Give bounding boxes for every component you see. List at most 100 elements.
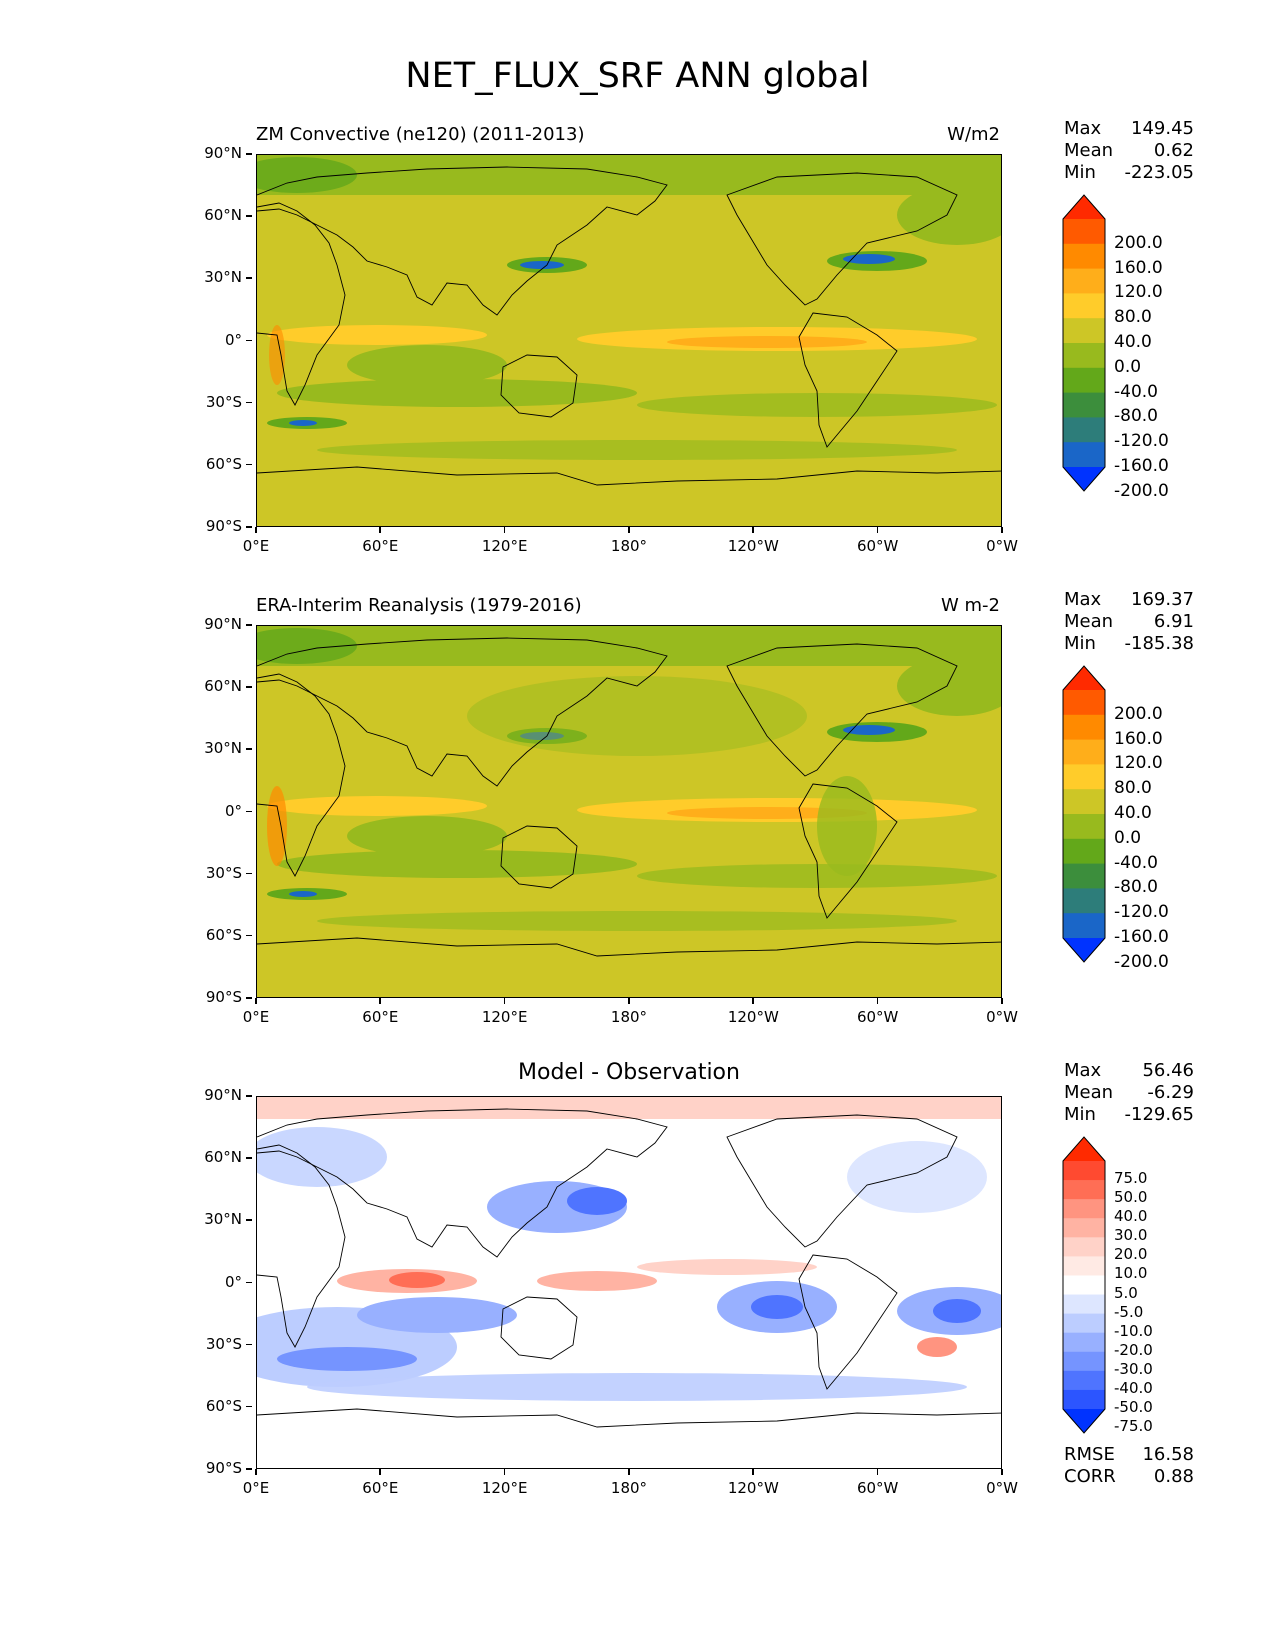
x-tick-label: 120°E <box>465 998 545 1026</box>
x-tick-label: 0°W <box>962 998 1042 1026</box>
colorbar-segment <box>1063 1275 1105 1296</box>
colorbar-tick-label: 120.0 <box>1114 753 1163 774</box>
colorbar-segment <box>1063 367 1105 394</box>
y-tick-label: 90°S <box>186 988 252 1006</box>
colorbar-segment <box>1063 392 1105 418</box>
colorbar: 200.0 160.0 120.0 80.0 40.0 0.0 -40.0 -80.0 -120… <box>1062 194 1169 501</box>
x-tick-label: 60°W <box>838 998 918 1026</box>
colorbar-swatches <box>1062 194 1106 492</box>
colorbar-tick-label: -80.0 <box>1114 406 1158 427</box>
stat-label: Mean <box>1064 140 1114 161</box>
panel-difference: Model - Observation Max 56.46 Mean -6.29 Min… <box>0 1052 1275 1532</box>
stat-row: RMSE 16.58 <box>1064 1444 1194 1466</box>
y-tick-label: 60°N <box>186 206 252 224</box>
colorbar-segment <box>1063 789 1105 815</box>
stat-label: Min <box>1064 633 1096 654</box>
stat-label: Max <box>1064 589 1102 610</box>
colorbar-segment <box>1063 838 1105 865</box>
stat-row: Max 56.46 <box>1064 1060 1194 1082</box>
colorbar-segment <box>1063 1313 1105 1334</box>
stat-value: 56.46 <box>1142 1060 1194 1081</box>
colorbar-tick-label: -20.0 <box>1114 1340 1153 1359</box>
y-tick-label: 90°N <box>186 615 252 633</box>
colorbar-segment <box>1063 1199 1105 1219</box>
map-difference <box>256 1096 1002 1469</box>
stat-value: -129.65 <box>1124 1104 1194 1125</box>
colorbar-segment <box>1063 1256 1105 1276</box>
y-tick-label: 30°N <box>186 1210 252 1228</box>
y-tick-label: 30°S <box>186 393 252 411</box>
colorbar-segment <box>1063 243 1105 270</box>
y-tick-label: 60°S <box>186 455 252 473</box>
panel-title: ZM Convective (ne120) (2011-2013) <box>256 124 585 145</box>
colorbar-tick-label: -50.0 <box>1114 1398 1153 1416</box>
colorbar-tick-label: 10.0 <box>1114 1264 1148 1283</box>
colorbar-tick-label: 80.0 <box>1114 307 1152 328</box>
y-tick-label: 0° <box>186 1273 252 1291</box>
stat-row: Max 149.45 <box>1064 118 1194 140</box>
colorbar-segment <box>1063 442 1105 468</box>
stat-label: Max <box>1064 1060 1102 1081</box>
colorbar-segment <box>1063 1161 1105 1181</box>
colorbar-extend-max <box>1063 666 1105 690</box>
stats-block: Max 56.46 Mean -6.29 Min -129.65 <box>1064 1060 1194 1126</box>
stats-block: Max 149.45 Mean 0.62 Min -223.05 <box>1064 118 1194 184</box>
stat-value: 0.62 <box>1153 140 1194 161</box>
stat-value: 149.45 <box>1131 118 1194 139</box>
y-tick-label: 30°N <box>186 739 252 757</box>
stat-label: CORR <box>1064 1466 1116 1487</box>
colorbar-segment <box>1063 814 1105 840</box>
stat-value: 169.37 <box>1131 589 1194 610</box>
x-tick-label: 120°E <box>465 1469 545 1497</box>
map-field <box>257 155 1001 526</box>
stat-value: 0.88 <box>1153 1466 1194 1487</box>
colorbar-segment <box>1063 1218 1105 1238</box>
x-tick-label: 60°E <box>340 527 420 555</box>
map-field <box>257 626 1001 997</box>
stat-row: Mean 6.91 <box>1064 611 1194 633</box>
colorbar-tick-label: 75.0 <box>1114 1169 1148 1188</box>
stat-row: Min -223.05 <box>1064 162 1194 184</box>
colorbar: 75.0 50.0 40.0 30.0 20.0 10.0 5.0 -5.0 -10.0 -20.… <box>1062 1136 1153 1438</box>
colorbar-segment <box>1063 268 1105 294</box>
colorbar-tick-label: 160.0 <box>1114 728 1163 749</box>
colorbar-segment <box>1063 690 1105 716</box>
panel-units: W m-2 <box>940 595 1000 616</box>
x-tick-label: 60°E <box>340 998 420 1026</box>
stat-row: Min -129.65 <box>1064 1104 1194 1126</box>
x-tick-label: 120°W <box>713 1469 793 1497</box>
stat-label: Mean <box>1064 1082 1114 1103</box>
x-tick-label: 0°W <box>962 1469 1042 1497</box>
colorbar-segment <box>1063 863 1105 889</box>
colorbar-extend-min <box>1063 1409 1105 1433</box>
x-tick-label: 120°W <box>713 527 793 555</box>
colorbar-tick-label: -40.0 <box>1114 852 1158 873</box>
colorbar-tick-label: -120.0 <box>1114 902 1169 923</box>
colorbar-segment <box>1063 764 1105 790</box>
stat-row: CORR 0.88 <box>1064 1466 1194 1488</box>
rmse-corr-block: RMSE 16.58 CORR 0.88 <box>1064 1444 1194 1488</box>
colorbar-segment <box>1063 1237 1105 1257</box>
y-tick-label: 60°S <box>186 1397 252 1415</box>
x-tick-label: 60°E <box>340 1469 420 1497</box>
colorbar-tick-label: -10.0 <box>1114 1321 1153 1340</box>
map-observation <box>256 625 1002 998</box>
colorbar-tick-label: 40.0 <box>1114 332 1152 352</box>
stat-label: Mean <box>1064 611 1114 632</box>
stat-value: -185.38 <box>1124 633 1194 654</box>
x-tick-label: 120°W <box>713 998 793 1026</box>
x-tick-label: 60°W <box>838 1469 918 1497</box>
colorbar-segment <box>1063 417 1105 443</box>
panel-title: ERA-Interim Reanalysis (1979-2016) <box>256 595 582 616</box>
x-tick-label: 60°W <box>838 527 918 555</box>
colorbar-tick-label: 40.0 <box>1114 803 1152 823</box>
y-tick-label: 90°S <box>186 517 252 535</box>
y-tick-label: 30°S <box>186 864 252 882</box>
y-tick-label: 60°S <box>186 926 252 944</box>
colorbar-tick-label: 50.0 <box>1114 1188 1148 1207</box>
colorbar-segment <box>1063 739 1105 765</box>
colorbar-segment <box>1063 343 1105 369</box>
colorbar-segment <box>1063 1294 1105 1315</box>
y-tick-label: 0° <box>186 802 252 820</box>
stat-value: 6.91 <box>1153 611 1194 632</box>
